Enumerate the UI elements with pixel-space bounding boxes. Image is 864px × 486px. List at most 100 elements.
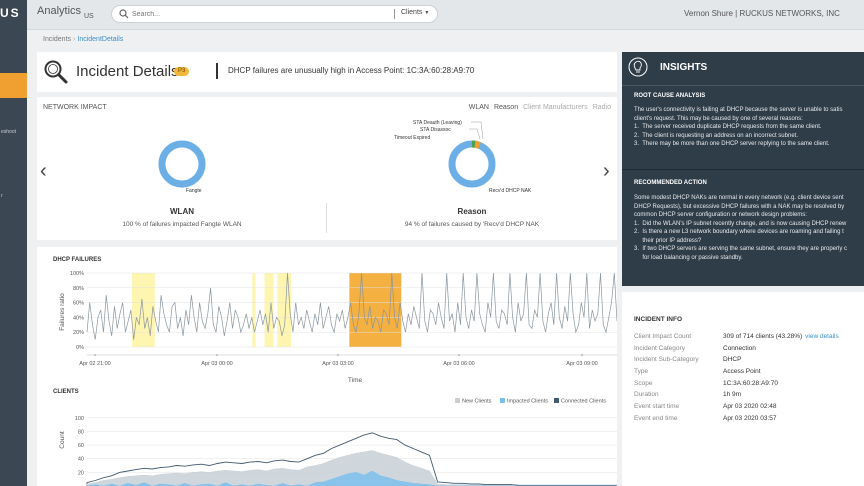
info-value: 309 of 714 clients (43.28%) — [723, 333, 803, 340]
sidebar: US eshoot r — [0, 0, 27, 486]
charts-card: DHCP FAILURES 100% 80% 60% 40% 20% 0% Apr 02 2… — [37, 247, 617, 486]
prev-arrow-icon[interactable]: ‹ — [40, 160, 47, 182]
view-details-link[interactable]: view details — [805, 333, 839, 340]
clients-chart: 100 80 60 40 20 Count New Clients Impacted Clie… — [59, 398, 617, 486]
legend-label: New Clients — [462, 399, 492, 405]
y-tick-label: 40% — [73, 315, 84, 321]
user-account[interactable]: Vernon Shure | RUCKUS NETWORKS, INC — [684, 9, 840, 18]
recommended-action-text: Some modest DHCP NAKs are normal in ever… — [634, 195, 847, 261]
insights-title: INSIGHTS — [660, 62, 708, 73]
impact-divider — [326, 203, 327, 233]
logo: US — [0, 6, 21, 20]
tab-radio[interactable]: Radio — [592, 104, 611, 111]
legend-label: Connected Clients — [561, 399, 606, 405]
legend-swatch — [554, 398, 559, 403]
highlight-band — [349, 273, 402, 347]
x-tick-label: Apr 03 09:00 — [566, 361, 598, 367]
page-title: Incident Details — [76, 63, 179, 80]
magnifier-icon — [44, 60, 68, 84]
y-tick-label: 100 — [75, 416, 84, 422]
search-scope-dropdown[interactable]: Clients ▼ — [401, 9, 429, 16]
x-axis-label: Time — [348, 377, 363, 384]
wlan-donut — [158, 140, 206, 188]
info-label: Scope — [634, 380, 653, 387]
clients-chart-title: CLIENTS — [53, 389, 79, 395]
reason-slice-label-nak: Recv'd DHCP NAK — [489, 188, 532, 194]
x-tick-label: Apr 03 06:00 — [443, 361, 475, 367]
sidebar-item-active[interactable] — [0, 73, 27, 98]
wlan-slice-fangte — [158, 140, 206, 188]
info-label: Incident Category — [634, 345, 685, 352]
y-tick-label: 0% — [76, 345, 84, 351]
sidebar-item-label[interactable]: eshoot — [1, 129, 17, 135]
header-divider — [216, 63, 218, 79]
insights-panel: INSIGHTS ROOT CAUSE ANALYSIS The user's … — [622, 52, 864, 286]
priority-badge: P3 — [174, 67, 190, 76]
tab-client-manufacturers[interactable]: Client Manufacturers — [523, 104, 588, 111]
info-value: Apr 03 2020 03:57 — [723, 415, 777, 422]
app-title: Analytics — [37, 5, 82, 17]
info-label: Type — [634, 368, 649, 375]
legend-label: Impacted Clients — [507, 399, 548, 405]
info-row-scope: Scope 1C:3A:60:28:A9:70 — [634, 380, 778, 387]
search-input[interactable] — [132, 8, 372, 20]
incident-info-card: INCIDENT INFO Client Impact Count 309 of … — [622, 292, 864, 486]
breadcrumb-current[interactable]: IncidentDetails — [77, 36, 124, 43]
region-label: US — [84, 13, 94, 20]
y-tick-label: 80 — [78, 429, 84, 435]
search-icon — [119, 9, 129, 19]
failures-ratio-line — [86, 272, 617, 340]
impact-tabs: WLAN Reason Client Manufacturers Radio — [469, 104, 611, 111]
top-bar: Analytics US Clients ▼ Vernon Shure | RU… — [27, 0, 864, 30]
x-tick-label: Apr 02 21:00 — [79, 361, 111, 367]
info-label: Event end time — [634, 415, 678, 422]
highlight-band — [132, 273, 155, 347]
recommended-action-title: RECOMMENDED ACTION — [634, 180, 707, 186]
y-tick-label: 80% — [73, 286, 84, 292]
info-value: Apr 03 2020 02:48 — [723, 403, 777, 410]
breadcrumb-root[interactable]: Incidents — [43, 36, 72, 43]
y-tick-label: 60 — [78, 443, 84, 449]
caret-down-icon: ▼ — [424, 10, 430, 16]
info-value: Connection — [723, 345, 756, 352]
wlan-heading: WLAN — [170, 207, 194, 216]
highlight-band — [264, 273, 274, 347]
x-tick-label: Apr 03 00:00 — [201, 361, 233, 367]
series-impacted-clients — [86, 470, 617, 486]
reason-donut — [448, 140, 496, 188]
insights-header: INSIGHTS — [622, 52, 864, 86]
x-tick-label: Apr 03 03:00 — [322, 361, 354, 367]
search-bar[interactable]: Clients ▼ — [111, 5, 438, 23]
sidebar-item-label[interactable]: r — [1, 193, 3, 199]
y-tick-label: 100% — [70, 271, 84, 277]
info-row-category: Incident Category Connection — [634, 345, 756, 352]
reason-slice-label-disassoc: STA Disassoc — [420, 127, 451, 133]
tab-wlan[interactable]: WLAN — [468, 104, 489, 111]
y-tick-label: 20 — [78, 470, 84, 476]
incident-headline: DHCP failures are unusually high in Acce… — [228, 66, 475, 75]
reason-summary: 94 % of failures caused by 'Recv'd DHCP … — [404, 221, 540, 228]
reason-slice-nak — [448, 140, 496, 188]
breadcrumb: Incidents › IncidentDetails — [43, 36, 123, 43]
info-row-start-time: Event start time Apr 03 2020 02:48 — [634, 403, 777, 410]
highlight-band — [277, 273, 292, 347]
lightbulb-icon — [628, 57, 648, 77]
network-impact-card: NETWORK IMPACT WLAN Reason Client Manufa… — [37, 97, 617, 240]
info-row-end-time: Event end time Apr 03 2020 03:57 — [634, 415, 777, 422]
wlan-summary: 100 % of failures impacted Fangte WLAN — [122, 221, 242, 228]
dhcp-chart-title: DHCP FAILURES — [53, 257, 102, 263]
legend-swatch — [455, 398, 460, 403]
info-value: Access Point — [723, 368, 761, 375]
root-cause-title: ROOT CAUSE ANALYSIS — [634, 93, 706, 99]
y-tick-label: 60% — [73, 301, 84, 307]
reason-slice-label-deauth: STA Deauth (Leaving) — [413, 120, 462, 126]
info-value: 1C:3A:60:28:A9:70 — [723, 380, 778, 387]
legend-swatch — [500, 398, 505, 403]
tab-reason[interactable]: Reason — [493, 104, 519, 111]
reason-leader-lines — [469, 121, 484, 140]
next-arrow-icon[interactable]: › — [603, 160, 610, 182]
y-tick-label: 40 — [78, 457, 84, 463]
network-impact-title: NETWORK IMPACT — [43, 104, 107, 111]
info-label: Duration — [634, 391, 659, 398]
series-connected-clients — [86, 432, 617, 486]
